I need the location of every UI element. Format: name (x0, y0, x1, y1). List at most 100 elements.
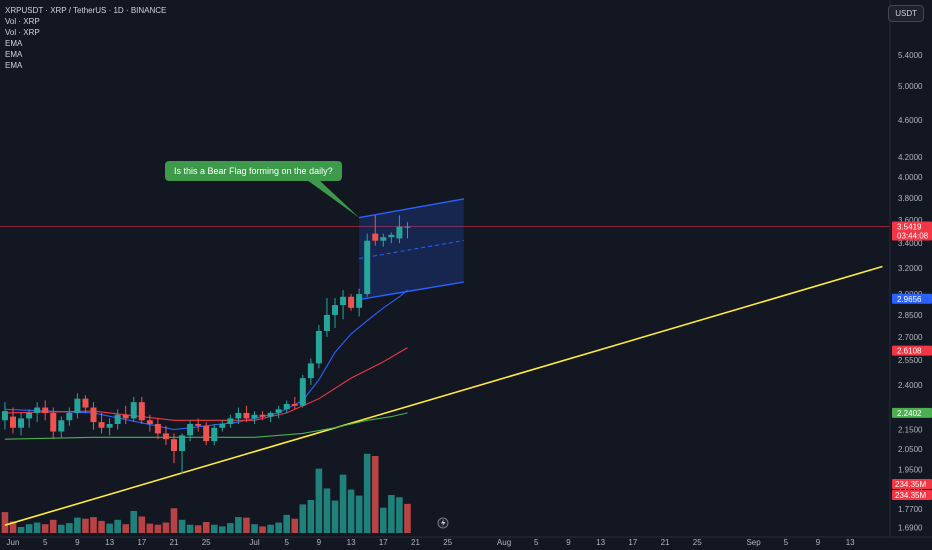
volume-bar-18 (146, 523, 154, 533)
candle-46[interactable] (372, 233, 379, 241)
time-tick-23: 9 (816, 538, 821, 547)
candle-17[interactable] (138, 402, 145, 421)
time-tick-8: 5 (284, 538, 289, 547)
volume-bar-25 (202, 522, 210, 533)
volume-bar-15 (122, 524, 129, 533)
candle-1[interactable] (10, 416, 16, 428)
candle-26[interactable] (211, 427, 218, 442)
candle-32[interactable] (259, 414, 266, 417)
volume-bar-38 (307, 500, 315, 533)
candle-22[interactable] (179, 435, 186, 451)
time-tick-13: 25 (443, 538, 452, 547)
volume-bar-3 (25, 524, 33, 533)
candle-27[interactable] (219, 423, 226, 428)
volume-bar-40 (323, 488, 331, 533)
volume-bar-46 (371, 456, 379, 533)
candle-21[interactable] (171, 439, 177, 451)
candle-28[interactable] (227, 418, 234, 424)
candle-6[interactable] (50, 412, 57, 432)
candle-18[interactable] (146, 420, 153, 424)
callout-pointer (300, 175, 360, 218)
legend-ema-2[interactable]: EMA (5, 50, 23, 59)
volume-bar-22 (178, 519, 186, 533)
flag-upper-line[interactable] (359, 198, 464, 219)
price-tick-3: 1.9500 (898, 465, 923, 474)
flag-channel[interactable] (359, 198, 464, 300)
volume-bar-42 (339, 474, 347, 533)
volume-bar-41 (331, 500, 339, 533)
candle-49[interactable] (396, 226, 403, 239)
candle-20[interactable] (162, 433, 169, 440)
volume-bar-45 (363, 453, 371, 533)
candle-5[interactable] (42, 407, 49, 413)
lightning-icon[interactable] (437, 517, 449, 529)
time-tick-20: 25 (693, 538, 702, 547)
volume-bar-11 (90, 517, 97, 533)
candle-9[interactable] (74, 398, 81, 413)
candle-43[interactable] (348, 296, 355, 308)
price-tick-9: 2.7000 (898, 333, 923, 342)
time-tick-2: 9 (75, 538, 80, 547)
candle-24[interactable] (195, 423, 202, 426)
candle-3[interactable] (26, 412, 33, 419)
candle-36[interactable] (291, 403, 298, 406)
candle-33[interactable] (267, 412, 274, 417)
price-tick-18: 4.6000 (898, 116, 923, 125)
price-tick-17: 4.2000 (898, 153, 923, 162)
legend-ema-1[interactable]: EMA (5, 39, 23, 48)
candle-13[interactable] (106, 423, 113, 428)
flag-lower-line[interactable] (359, 281, 464, 301)
volume-bar-35 (283, 514, 290, 533)
candle-40[interactable] (323, 314, 330, 331)
candle-38[interactable] (307, 363, 314, 379)
candle-37[interactable] (299, 378, 306, 406)
candle-30[interactable] (243, 412, 250, 419)
legend-ema-3[interactable]: EMA (5, 61, 23, 70)
candle-12[interactable] (98, 422, 105, 428)
candle-23[interactable] (187, 423, 194, 436)
candle-41[interactable] (332, 305, 338, 315)
candle-48[interactable] (388, 234, 395, 238)
time-tick-7: Jul (249, 538, 259, 547)
candle-7[interactable] (58, 420, 65, 432)
volume-bar-20 (162, 522, 170, 533)
candle-42[interactable] (340, 296, 347, 306)
annotation-callout[interactable]: Is this a Bear Flag forming on the daily… (165, 161, 342, 181)
price-tick-16: 4.0000 (898, 173, 923, 182)
candle-45[interactable] (364, 240, 371, 295)
flag-mid-line (359, 239, 464, 260)
legend-volume-2[interactable]: Vol · XRP (5, 28, 40, 37)
volume-bar-10 (82, 518, 89, 533)
symbol-title[interactable]: XRPUSDT · XRP / TetherUS · 1D · BINANCE (5, 6, 167, 15)
countdown-label: 03:44:08 (897, 231, 929, 240)
candle-29[interactable] (235, 412, 242, 419)
candle-31[interactable] (251, 414, 258, 419)
candle-35[interactable] (283, 403, 290, 410)
candle-44[interactable] (356, 294, 363, 308)
time-tick-10: 13 (347, 538, 356, 547)
candle-14[interactable] (114, 414, 121, 424)
candle-4[interactable] (34, 407, 41, 413)
candle-39[interactable] (315, 330, 322, 364)
candle-34[interactable] (275, 409, 282, 413)
chart-legend: XRPUSDT · XRP / TetherUS · 1D · BINANCE … (5, 5, 166, 71)
candle-2[interactable] (18, 418, 25, 428)
price-tick-15: 3.8000 (898, 194, 923, 203)
currency-button[interactable]: USDT (888, 5, 924, 22)
candle-0[interactable] (1, 411, 8, 421)
candle-10[interactable] (82, 398, 89, 408)
volume-bar-37 (299, 504, 307, 533)
candle-11[interactable] (90, 407, 97, 423)
legend-volume-1[interactable]: Vol · XRP (5, 17, 40, 26)
candle-47[interactable] (380, 237, 387, 241)
candle-16[interactable] (130, 402, 137, 419)
candle-19[interactable] (154, 423, 161, 434)
volume-bar-9 (74, 517, 81, 533)
trendline[interactable] (4, 265, 883, 526)
candle-8[interactable] (66, 412, 73, 421)
candle-15[interactable] (122, 414, 129, 419)
candle-25[interactable] (203, 425, 210, 442)
candle-50[interactable] (404, 226, 411, 228)
